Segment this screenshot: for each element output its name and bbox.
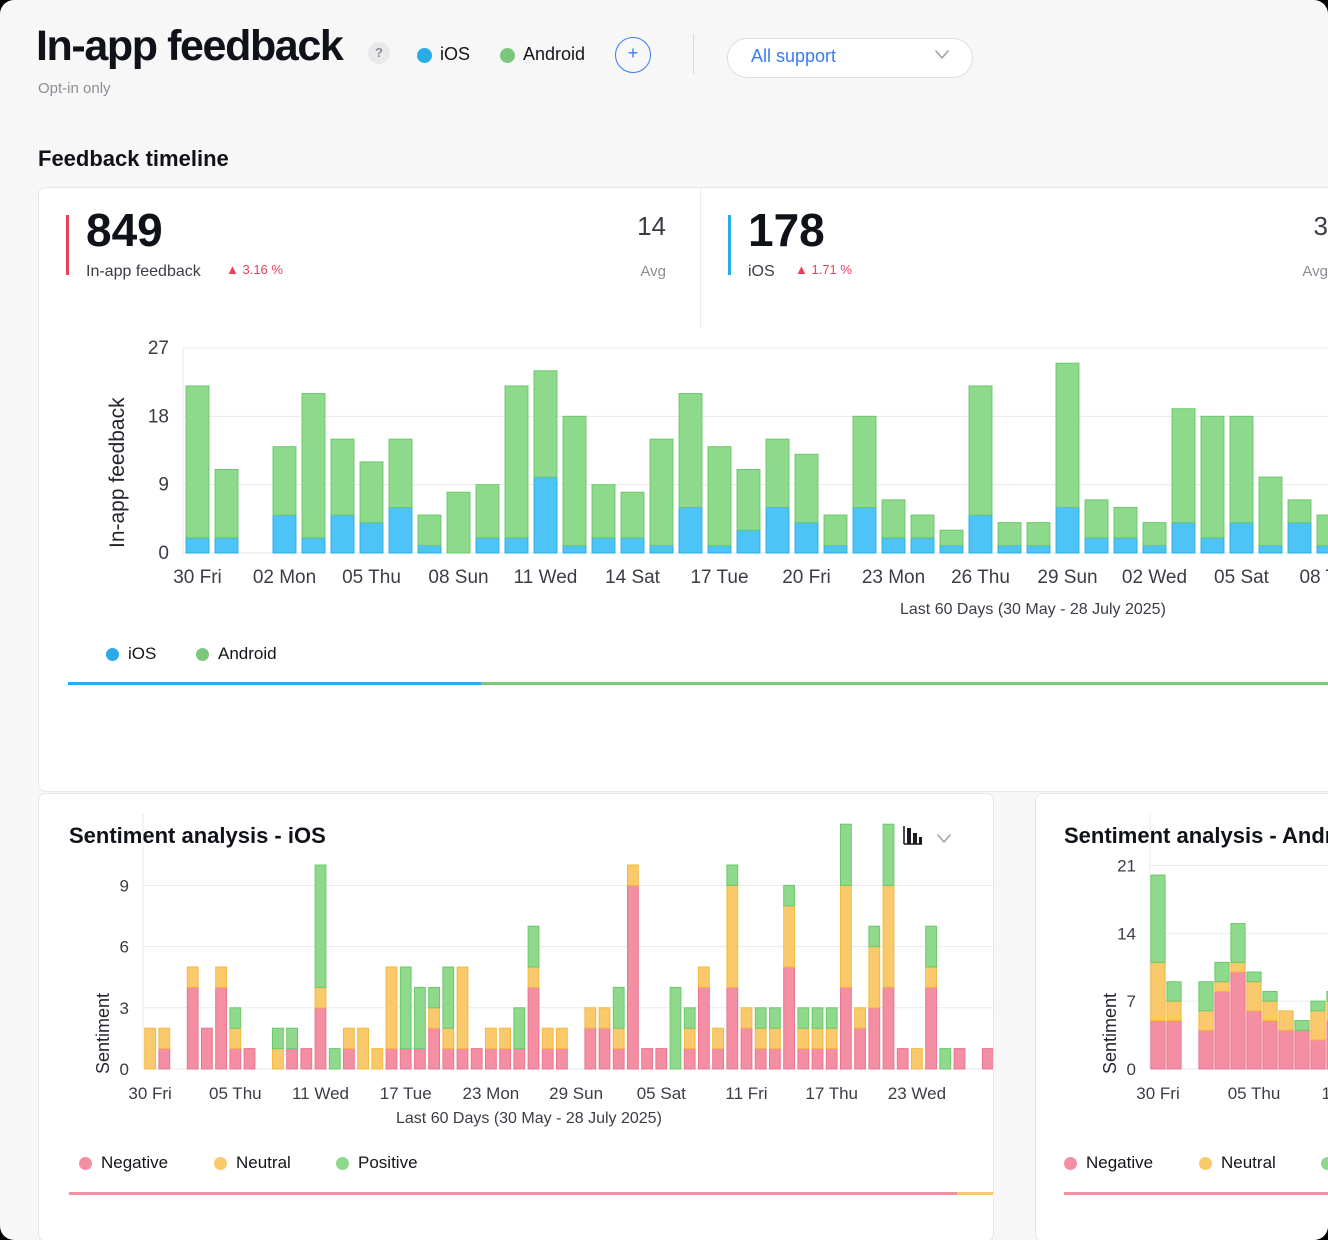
svg-text:9: 9 [158, 475, 169, 496]
svg-text:26 Thu: 26 Thu [951, 567, 1010, 588]
svg-text:08 Tue: 08 Tue [1299, 567, 1328, 588]
svg-text:6: 6 [120, 938, 129, 957]
svg-text:30 Fri: 30 Fri [128, 1084, 171, 1103]
svg-text:29 Sun: 29 Sun [1037, 567, 1097, 588]
svg-text:14 Sat: 14 Sat [605, 567, 661, 588]
svg-text:14: 14 [1117, 924, 1136, 943]
svg-text:0: 0 [1127, 1060, 1136, 1079]
svg-text:17 Tue: 17 Tue [690, 567, 748, 588]
svg-text:11 Wed: 11 Wed [292, 1084, 349, 1103]
svg-text:02 Wed: 02 Wed [1122, 567, 1187, 588]
svg-text:30 Fri: 30 Fri [173, 567, 222, 588]
svg-text:05 Sat: 05 Sat [637, 1084, 686, 1103]
svg-text:11 Fri: 11 Fri [725, 1084, 767, 1103]
svg-text:9: 9 [120, 876, 129, 895]
svg-text:23 Mon: 23 Mon [862, 567, 925, 588]
svg-text:30 Fri: 30 Fri [1136, 1084, 1179, 1103]
svg-text:3: 3 [120, 999, 129, 1018]
svg-text:17 Thu: 17 Thu [805, 1084, 858, 1103]
svg-text:05 Thu: 05 Thu [209, 1084, 262, 1103]
svg-text:11 Wed: 11 Wed [1321, 1084, 1328, 1103]
svg-text:29 Sun: 29 Sun [549, 1084, 603, 1103]
svg-text:08 Sun: 08 Sun [428, 567, 488, 588]
svg-text:17 Tue: 17 Tue [380, 1084, 432, 1103]
svg-text:7: 7 [1127, 992, 1136, 1011]
svg-text:18: 18 [148, 406, 169, 427]
svg-text:20 Fri: 20 Fri [782, 567, 831, 588]
svg-text:05 Thu: 05 Thu [342, 567, 401, 588]
svg-text:0: 0 [120, 1060, 129, 1079]
svg-text:21: 21 [1117, 856, 1136, 875]
svg-text:23 Mon: 23 Mon [463, 1084, 520, 1103]
svg-text:27: 27 [148, 338, 169, 359]
svg-text:02 Mon: 02 Mon [253, 567, 316, 588]
svg-text:0: 0 [158, 543, 169, 564]
svg-text:23 Wed: 23 Wed [888, 1084, 946, 1103]
svg-text:05 Thu: 05 Thu [1228, 1084, 1281, 1103]
svg-text:11 Wed: 11 Wed [514, 567, 578, 588]
svg-text:05 Sat: 05 Sat [1214, 567, 1270, 588]
